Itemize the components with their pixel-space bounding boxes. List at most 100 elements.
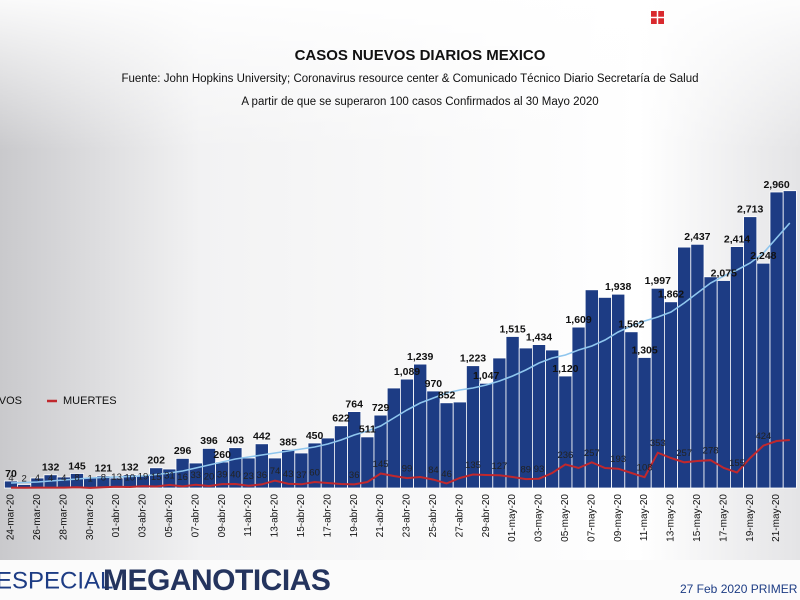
- x-tick-label: 03-may-20: [534, 494, 545, 542]
- death-label: 4: [61, 473, 66, 484]
- value-label: 145: [68, 460, 86, 472]
- x-tick-label: 11-may-20: [639, 494, 650, 541]
- x-tick-label: 09-may-20: [613, 494, 624, 542]
- value-label: 2,075: [711, 267, 737, 279]
- x-tick-label: 28-mar-20: [58, 494, 69, 541]
- death-label: 127: [491, 461, 507, 472]
- value-label: 1,862: [658, 289, 684, 301]
- death-label: 4: [8, 473, 13, 484]
- x-tick-label: 05-may-20: [560, 494, 571, 542]
- value-label: 729: [372, 402, 390, 414]
- x-tick-label: 11-abr-20: [243, 494, 254, 537]
- value-label: 764: [345, 398, 363, 410]
- value-label: 1,609: [565, 314, 591, 326]
- bar: [716, 280, 731, 489]
- value-label: 1,515: [499, 323, 525, 335]
- death-label: 108: [637, 463, 653, 474]
- x-tick-label: 27-abr-20: [454, 494, 465, 538]
- x-tick-label: 05-abr-20: [164, 494, 175, 538]
- bar: [558, 375, 573, 489]
- value-label: 2,437: [684, 231, 710, 243]
- x-tick-label: 13-may-20: [666, 494, 677, 542]
- x-tick-label: 13-abr-20: [270, 494, 281, 538]
- death-label: 36: [257, 470, 268, 481]
- bar: [254, 443, 269, 489]
- death-label: 135: [465, 460, 481, 471]
- x-tick-label: 24-mar-20: [6, 494, 17, 541]
- death-label: 155: [729, 458, 745, 469]
- death-label: 36: [349, 470, 360, 481]
- value-label: 260: [213, 449, 231, 461]
- legend: NUEVOS MUERTES: [0, 395, 117, 407]
- value-label: 1,120: [552, 363, 578, 375]
- value-label: 511: [359, 424, 376, 436]
- death-label: 8: [101, 473, 106, 484]
- value-label: 1,223: [460, 352, 486, 364]
- death-label: 39: [217, 470, 228, 481]
- death-label: 99: [402, 464, 413, 475]
- corner-icon: [651, 11, 664, 24]
- x-tick-label: 26-mar-20: [32, 494, 43, 541]
- death-label: 10: [125, 473, 136, 484]
- death-label: 236: [557, 450, 573, 461]
- death-label: 46: [441, 469, 452, 480]
- footer-banner: ESPECIAL MEGANOTICIAS 27 Feb 2020 PRIMER: [0, 560, 800, 600]
- bar: [333, 425, 348, 489]
- deaths-line: [10, 439, 790, 489]
- x-tick-label: 29-abr-20: [481, 494, 492, 538]
- x-tick-label: 15-may-20: [692, 494, 703, 542]
- x-tick-label: 07-may-20: [586, 494, 597, 542]
- death-label: 60: [309, 468, 320, 479]
- death-label: 40: [230, 470, 241, 481]
- ticker-text: 27 Feb 2020 PRIMER: [680, 582, 798, 596]
- x-tick-label: 25-abr-20: [428, 494, 439, 538]
- death-label: 145: [373, 459, 389, 470]
- death-label: 257: [584, 448, 600, 459]
- death-label: 4: [48, 473, 53, 484]
- death-label: 19: [138, 472, 149, 483]
- death-label: 424: [755, 431, 771, 442]
- value-label: 450: [306, 430, 324, 442]
- death-label: 278: [703, 446, 719, 457]
- bar: [782, 190, 797, 489]
- value-label: 1,305: [631, 344, 657, 356]
- value-label: 2,414: [724, 233, 750, 245]
- program-label: ESPECIAL: [0, 567, 113, 594]
- brand-logo: MEGANOTICIAS: [103, 564, 330, 597]
- bar: [452, 401, 467, 489]
- value-label: 202: [147, 455, 165, 467]
- death-label: 1: [88, 473, 93, 484]
- value-label: 1,997: [645, 275, 671, 287]
- x-tick-label: 15-abr-20: [296, 494, 307, 538]
- value-label: 970: [425, 378, 443, 390]
- value-label: 1,562: [618, 319, 644, 331]
- death-label: 8: [74, 473, 79, 484]
- death-label: 16: [177, 472, 188, 483]
- death-label: 23: [243, 471, 254, 482]
- x-tick-label: 17-may-20: [718, 494, 729, 542]
- x-tick-label: 03-abr-20: [138, 494, 149, 538]
- x-tick-label: 21-abr-20: [375, 494, 386, 538]
- chart-title: CASOS NUEVOS DIARIOS MEXICO: [295, 47, 546, 64]
- value-label: 442: [253, 431, 271, 443]
- value-label: 296: [174, 445, 192, 457]
- death-label: 74: [270, 466, 281, 477]
- bar: [730, 246, 745, 489]
- chart-subtitle: Fuente: John Hopkins University; Coronav…: [122, 73, 699, 85]
- death-label: 43: [283, 469, 294, 480]
- average-line: [10, 222, 791, 484]
- death-label: 33: [191, 470, 202, 481]
- x-tick-label: 21-may-20: [771, 494, 782, 542]
- value-label: 2,713: [737, 203, 763, 215]
- death-label: 257: [676, 448, 692, 459]
- value-label: 70: [5, 468, 17, 480]
- death-label: 2: [22, 473, 27, 484]
- death-label: 13: [111, 472, 122, 483]
- death-label: 20: [204, 472, 215, 483]
- value-label: 1,239: [407, 351, 433, 363]
- x-tick-label: 07-abr-20: [190, 494, 201, 538]
- death-label: 89: [521, 465, 532, 476]
